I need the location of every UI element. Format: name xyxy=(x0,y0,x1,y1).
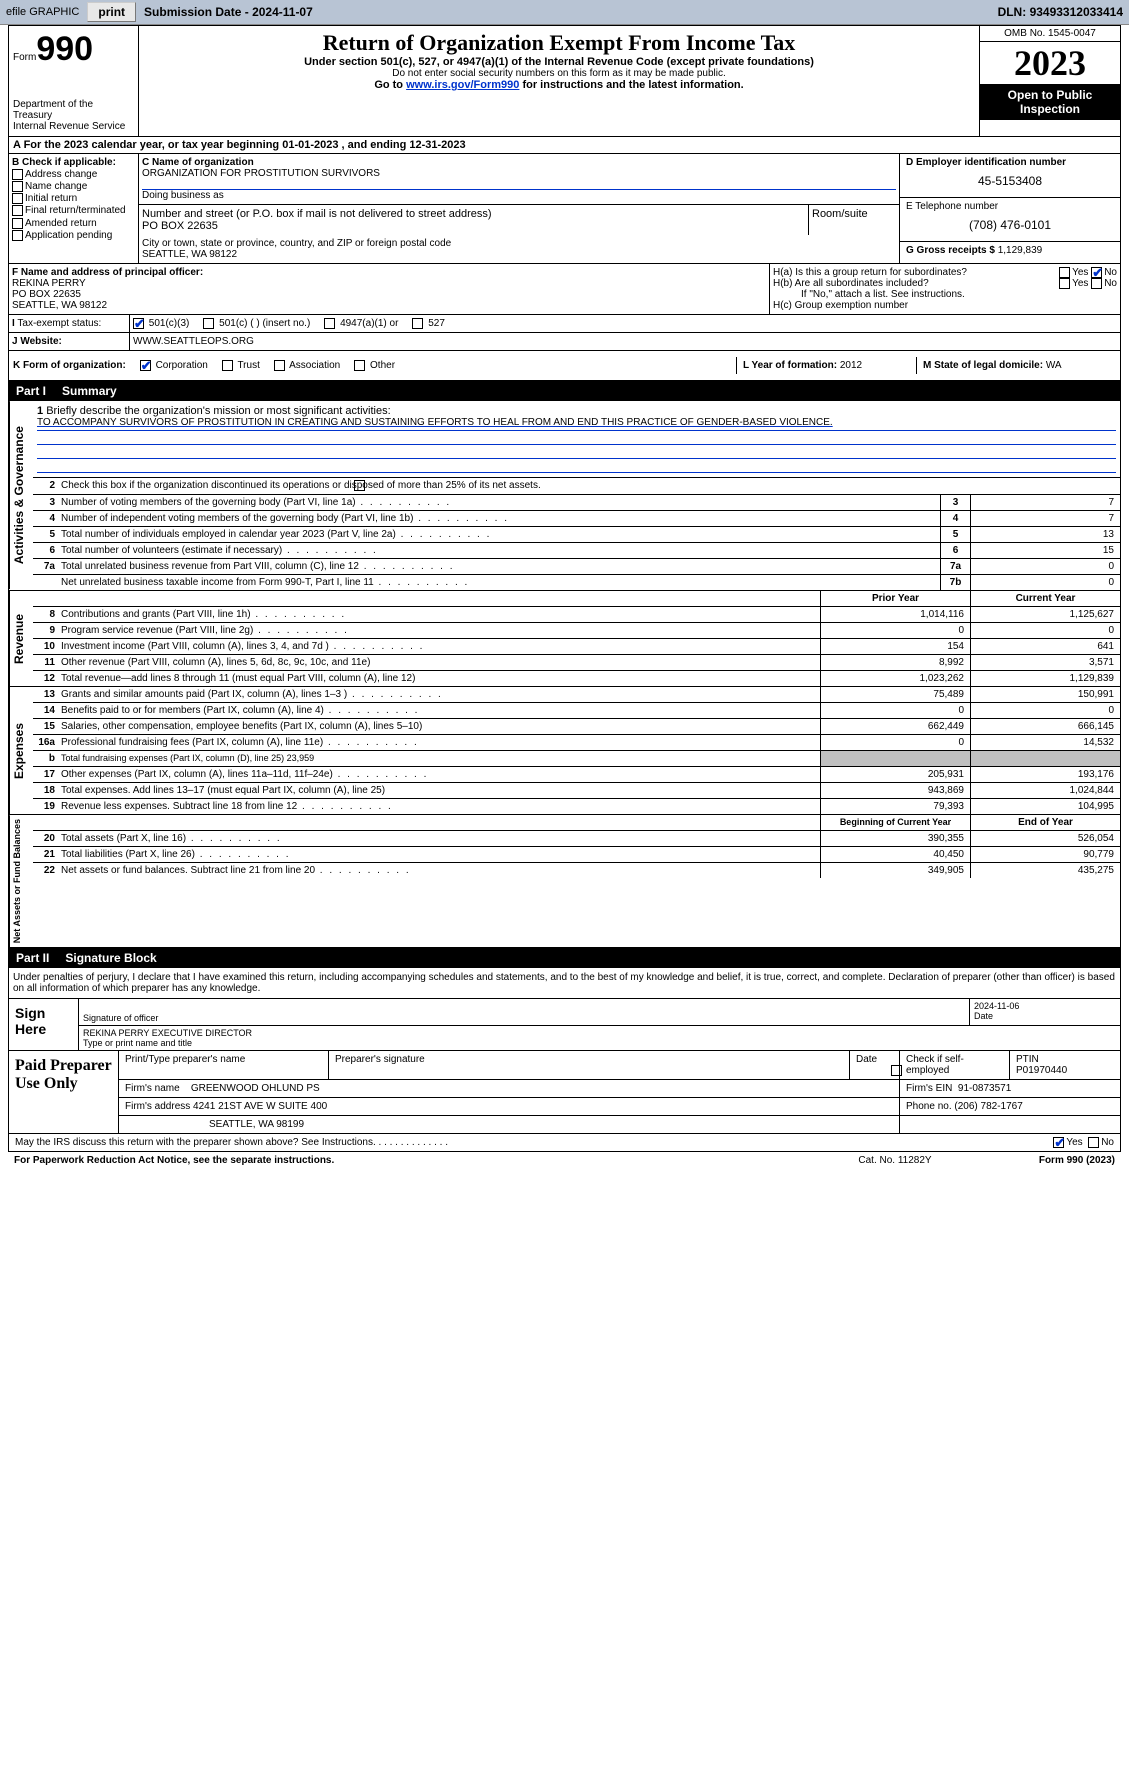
form-label: Form xyxy=(13,52,36,63)
col-b-checkboxes: B Check if applicable: Address change Na… xyxy=(9,154,139,263)
section-bcd: B Check if applicable: Address change Na… xyxy=(8,154,1121,264)
officer-name: REKINA PERRY xyxy=(12,278,766,289)
summary-ag: Activities & Governance 1 Briefly descri… xyxy=(8,401,1121,590)
telephone: (708) 476-0101 xyxy=(906,212,1114,238)
v7b: 0 xyxy=(970,575,1120,590)
cb-final-return[interactable]: Final return/terminated xyxy=(12,205,135,216)
cb-amended-return[interactable]: Amended return xyxy=(12,218,135,229)
period-row: A For the 2023 calendar year, or tax yea… xyxy=(8,137,1121,154)
side-exp: Expenses xyxy=(9,687,33,814)
officer-city: SEATTLE, WA 98122 xyxy=(12,300,766,311)
part-i-header: Part I Summary xyxy=(8,381,1121,401)
form-goto: Go to www.irs.gov/Form990 for instructio… xyxy=(143,79,975,91)
v5: 13 xyxy=(970,527,1120,542)
v6: 15 xyxy=(970,543,1120,558)
firm-ein: 91-0873571 xyxy=(958,1083,1011,1094)
v3: 7 xyxy=(970,495,1120,510)
year-formation: 2012 xyxy=(840,360,862,371)
tax-year: 2023 xyxy=(980,42,1120,84)
irs-link[interactable]: www.irs.gov/Form990 xyxy=(406,79,519,91)
hb-yesno: Yes No xyxy=(1059,278,1117,289)
section-fh: F Name and address of principal officer:… xyxy=(8,264,1121,315)
part-ii-header: Part II Signature Block xyxy=(8,948,1121,968)
v7a: 0 xyxy=(970,559,1120,574)
firm-address-1: 4241 21ST AVE W SUITE 400 xyxy=(193,1101,327,1112)
gross-receipts: 1,129,839 xyxy=(998,245,1043,256)
side-net: Net Assets or Fund Balances xyxy=(9,815,33,947)
org-name: ORGANIZATION FOR PROSTITUTION SURVIVORS xyxy=(142,168,896,179)
row-i-tax-status: I Tax-exempt status: 501(c)(3) 501(c) ( … xyxy=(8,315,1121,333)
side-rev: Revenue xyxy=(9,591,33,686)
summary-revenue: Revenue Prior YearCurrent Year 8Contribu… xyxy=(8,591,1121,687)
form-note: Do not enter social security numbers on … xyxy=(143,68,975,79)
signature-declaration: Under penalties of perjury, I declare th… xyxy=(8,968,1121,999)
cb-address-change[interactable]: Address change xyxy=(12,169,135,180)
form-number: 990 xyxy=(36,30,93,68)
firm-name: GREENWOOD OHLUND PS xyxy=(191,1083,320,1094)
state-domicile: WA xyxy=(1046,360,1062,371)
submission-date: Submission Date - 2024-11-07 xyxy=(144,5,313,19)
form-title: Return of Organization Exempt From Incom… xyxy=(143,30,975,56)
dln: DLN: 93493312033414 xyxy=(998,5,1123,19)
firm-phone: (206) 782-1767 xyxy=(954,1101,1022,1112)
side-ag: Activities & Governance xyxy=(9,401,33,589)
officer-name-title: REKINA PERRY EXECUTIVE DIRECTOR xyxy=(83,1028,1116,1038)
summary-netassets: Net Assets or Fund Balances Beginning of… xyxy=(8,815,1121,948)
department-label: Department of the Treasury Internal Reve… xyxy=(13,99,134,132)
ptin: P01970440 xyxy=(1016,1065,1114,1076)
page-footer: For Paperwork Reduction Act Notice, see … xyxy=(8,1152,1121,1169)
firm-address-2: SEATTLE, WA 98199 xyxy=(119,1116,900,1133)
cb-application-pending[interactable]: Application pending xyxy=(12,230,135,241)
omb-number: OMB No. 1545-0047 xyxy=(980,26,1120,42)
v4: 7 xyxy=(970,511,1120,526)
efile-label: efile GRAPHIC xyxy=(6,6,79,18)
summary-expenses: Expenses 13Grants and similar amounts pa… xyxy=(8,687,1121,815)
form-subtitle: Under section 501(c), 527, or 4947(a)(1)… xyxy=(143,56,975,68)
top-toolbar: efile GRAPHIC print Submission Date - 20… xyxy=(0,0,1129,25)
cb-name-change[interactable]: Name change xyxy=(12,181,135,192)
cb-initial-return[interactable]: Initial return xyxy=(12,193,135,204)
print-button[interactable]: print xyxy=(87,2,136,22)
sign-date: 2024-11-06 xyxy=(974,1001,1116,1011)
city-state-zip: SEATTLE, WA 98122 xyxy=(142,249,896,260)
sign-here-block: Sign Here Signature of officer 2024-11-0… xyxy=(8,999,1121,1051)
col-d-eg: D Employer identification number 45-5153… xyxy=(900,154,1120,263)
street-address: PO BOX 22635 xyxy=(142,220,805,232)
officer-street: PO BOX 22635 xyxy=(12,289,766,300)
row-k-formorg: K Form of organization: Corporation Trus… xyxy=(8,351,1121,381)
row-j-website: J Website: WWW.SEATTLEOPS.ORG xyxy=(8,333,1121,351)
website-url: WWW.SEATTLEOPS.ORG xyxy=(129,333,1120,350)
ein: 45-5153408 xyxy=(906,168,1114,194)
open-public-badge: Open to Public Inspection xyxy=(980,84,1120,120)
ha-yesno: Yes No xyxy=(1059,267,1117,278)
discuss-row: May the IRS discuss this return with the… xyxy=(8,1134,1121,1152)
col-c-org: C Name of organization ORGANIZATION FOR … xyxy=(139,154,900,263)
mission-text: TO ACCOMPANY SURVIVORS OF PROSTITUTION I… xyxy=(37,417,1116,431)
paid-preparer-block: Paid Preparer Use Only Print/Type prepar… xyxy=(8,1051,1121,1134)
form-header: Form990 Department of the Treasury Inter… xyxy=(8,25,1121,137)
